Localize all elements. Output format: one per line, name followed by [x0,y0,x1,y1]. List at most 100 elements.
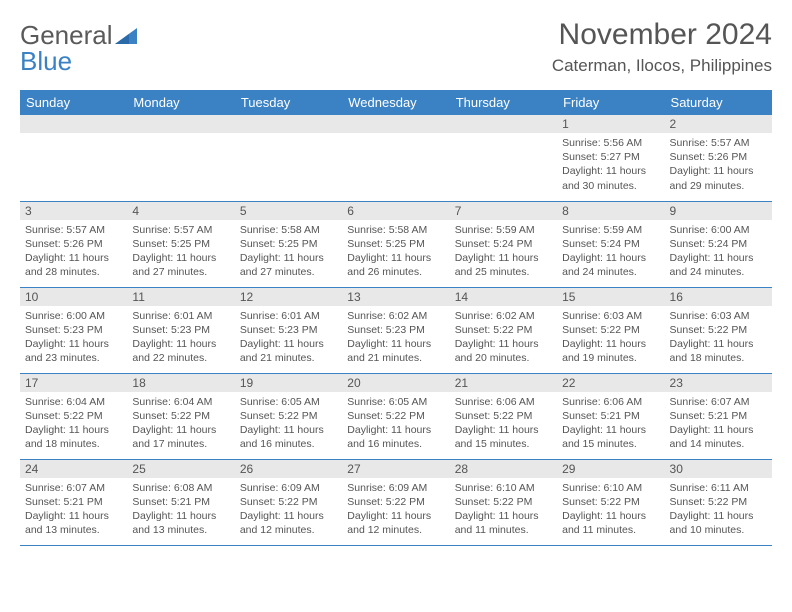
daylight-text: Daylight: 11 hours and 27 minutes. [240,251,337,279]
daylight-text: Daylight: 11 hours and 12 minutes. [240,509,337,537]
calendar-cell [127,115,234,201]
sunset-text: Sunset: 5:25 PM [240,237,337,251]
day-number-empty [20,115,127,133]
daylight-text: Daylight: 11 hours and 12 minutes. [347,509,444,537]
calendar-week: 3Sunrise: 5:57 AMSunset: 5:26 PMDaylight… [20,201,772,287]
sunset-text: Sunset: 5:22 PM [347,409,444,423]
day-body: Sunrise: 6:02 AMSunset: 5:22 PMDaylight:… [450,306,557,370]
sunrise-text: Sunrise: 6:09 AM [347,481,444,495]
calendar-cell: 25 Sunrise: 6:08 AMSunset: 5:21 PMDayligh… [127,459,234,545]
daylight-text: Daylight: 11 hours and 25 minutes. [455,251,552,279]
sunset-text: Sunset: 5:21 PM [25,495,122,509]
calendar-cell: 14Sunrise: 6:02 AMSunset: 5:22 PMDayligh… [450,287,557,373]
calendar-cell: 7Sunrise: 5:59 AMSunset: 5:24 PMDaylight… [450,201,557,287]
sunset-text: Sunset: 5:22 PM [670,323,767,337]
day-number: 24 [20,460,127,478]
sunrise-text: Sunrise: 5:57 AM [132,223,229,237]
day-number: 19 [235,374,342,392]
day-body: Sunrise: 6:01 AMSunset: 5:23 PMDaylight:… [235,306,342,370]
day-number: 5 [235,202,342,220]
calendar-cell: 29Sunrise: 6:10 AMSunset: 5:22 PMDayligh… [557,459,664,545]
sunrise-text: Sunrise: 6:06 AM [455,395,552,409]
calendar-cell: 10Sunrise: 6:00 AMSunset: 5:23 PMDayligh… [20,287,127,373]
sunrise-text: Sunrise: 6:09 AM [240,481,337,495]
daylight-text: Daylight: 11 hours and 11 minutes. [562,509,659,537]
day-body: Sunrise: 5:58 AMSunset: 5:25 PMDaylight:… [235,220,342,284]
calendar-cell [450,115,557,201]
sunset-text: Sunset: 5:22 PM [670,495,767,509]
sunrise-text: Sunrise: 5:58 AM [240,223,337,237]
calendar-cell [342,115,449,201]
daylight-text: Daylight: 11 hours and 16 minutes. [347,423,444,451]
sunset-text: Sunset: 5:21 PM [132,495,229,509]
day-number: 17 [20,374,127,392]
calendar-week: 17Sunrise: 6:04 AMSunset: 5:22 PMDayligh… [20,373,772,459]
sunset-text: Sunset: 5:22 PM [455,495,552,509]
day-number: 1 [557,115,664,133]
day-body: Sunrise: 6:04 AMSunset: 5:22 PMDaylight:… [20,392,127,456]
weekday-header: Friday [557,90,664,115]
day-number: 10 [20,288,127,306]
daylight-text: Daylight: 11 hours and 13 minutes. [132,509,229,537]
sunrise-text: Sunrise: 6:03 AM [562,309,659,323]
calendar-cell: 6Sunrise: 5:58 AMSunset: 5:25 PMDaylight… [342,201,449,287]
weekday-header: Tuesday [235,90,342,115]
calendar-cell: 8Sunrise: 5:59 AMSunset: 5:24 PMDaylight… [557,201,664,287]
daylight-text: Daylight: 11 hours and 18 minutes. [25,423,122,451]
daylight-text: Daylight: 11 hours and 24 minutes. [670,251,767,279]
weekday-header: Saturday [665,90,772,115]
sunset-text: Sunset: 5:22 PM [132,409,229,423]
day-body: Sunrise: 5:57 AMSunset: 5:25 PMDaylight:… [127,220,234,284]
day-number: 14 [450,288,557,306]
sunrise-text: Sunrise: 5:57 AM [25,223,122,237]
sunset-text: Sunset: 5:23 PM [25,323,122,337]
day-number-empty [235,115,342,133]
day-number: 20 [342,374,449,392]
calendar-cell [235,115,342,201]
day-number: 3 [20,202,127,220]
daylight-text: Daylight: 11 hours and 15 minutes. [562,423,659,451]
calendar-cell: 9Sunrise: 6:00 AMSunset: 5:24 PMDaylight… [665,201,772,287]
day-number: 11 [127,288,234,306]
sunrise-text: Sunrise: 6:07 AM [25,481,122,495]
sunrise-text: Sunrise: 5:57 AM [670,136,767,150]
calendar-cell: 4Sunrise: 5:57 AMSunset: 5:25 PMDaylight… [127,201,234,287]
day-number-empty [127,115,234,133]
daylight-text: Daylight: 11 hours and 11 minutes. [455,509,552,537]
calendar-cell: 5Sunrise: 5:58 AMSunset: 5:25 PMDaylight… [235,201,342,287]
logo-text: General Blue [20,22,137,74]
sunrise-text: Sunrise: 6:05 AM [240,395,337,409]
sunrise-text: Sunrise: 6:08 AM [132,481,229,495]
calendar-cell: 12Sunrise: 6:01 AMSunset: 5:23 PMDayligh… [235,287,342,373]
calendar-cell: 28Sunrise: 6:10 AMSunset: 5:22 PMDayligh… [450,459,557,545]
daylight-text: Daylight: 11 hours and 18 minutes. [670,337,767,365]
day-number: 2 [665,115,772,133]
day-number: 25 [127,460,234,478]
weekday-row: SundayMondayTuesdayWednesdayThursdayFrid… [20,90,772,115]
logo: General Blue [20,22,137,74]
sunset-text: Sunset: 5:22 PM [25,409,122,423]
day-number: 12 [235,288,342,306]
calendar-cell: 3Sunrise: 5:57 AMSunset: 5:26 PMDaylight… [20,201,127,287]
day-body: Sunrise: 6:07 AMSunset: 5:21 PMDaylight:… [665,392,772,456]
daylight-text: Daylight: 11 hours and 23 minutes. [25,337,122,365]
calendar-week: 24Sunrise: 6:07 AMSunset: 5:21 PMDayligh… [20,459,772,545]
day-number-empty [342,115,449,133]
sunrise-text: Sunrise: 6:07 AM [670,395,767,409]
day-body: Sunrise: 5:59 AMSunset: 5:24 PMDaylight:… [450,220,557,284]
daylight-text: Daylight: 11 hours and 19 minutes. [562,337,659,365]
sunset-text: Sunset: 5:25 PM [347,237,444,251]
day-body: Sunrise: 6:02 AMSunset: 5:23 PMDaylight:… [342,306,449,370]
day-number: 16 [665,288,772,306]
sunset-text: Sunset: 5:24 PM [562,237,659,251]
calendar-cell [20,115,127,201]
sunset-text: Sunset: 5:26 PM [670,150,767,164]
day-body: Sunrise: 6:01 AMSunset: 5:23 PMDaylight:… [127,306,234,370]
day-body: Sunrise: 5:59 AMSunset: 5:24 PMDaylight:… [557,220,664,284]
calendar-cell: 23Sunrise: 6:07 AMSunset: 5:21 PMDayligh… [665,373,772,459]
weekday-header: Thursday [450,90,557,115]
daylight-text: Daylight: 11 hours and 13 minutes. [25,509,122,537]
sunset-text: Sunset: 5:22 PM [347,495,444,509]
sunset-text: Sunset: 5:23 PM [347,323,444,337]
day-body: Sunrise: 5:57 AMSunset: 5:26 PMDaylight:… [665,133,772,197]
